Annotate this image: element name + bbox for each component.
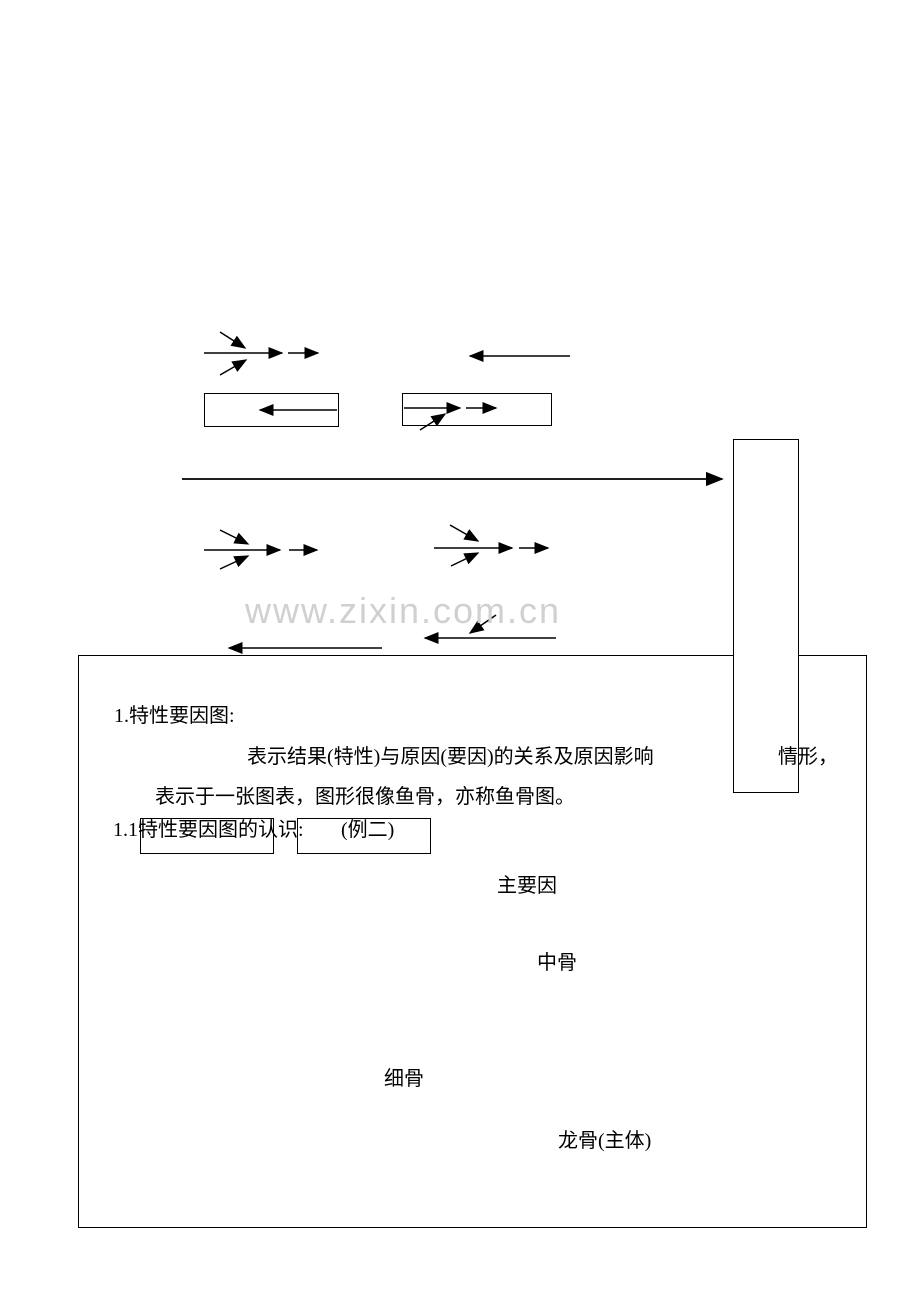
label-keel: 龙骨(主体) <box>558 1124 651 1153</box>
section1-title: 1.特性要因图: <box>114 699 235 728</box>
label-middle-bone: 中骨 <box>537 946 577 975</box>
section11-title: 1.1特性要因图的认识: <box>113 813 304 842</box>
section1-line1: 表示结果(特性)与原因(要因)的关系及原因影响 <box>247 740 654 769</box>
section11-example: (例二) <box>341 813 394 842</box>
section1-line1-suffix: 情形， <box>778 740 838 769</box>
section1-line2: 表示于一张图表，图形很像鱼骨，亦称鱼骨图。 <box>155 780 575 809</box>
watermark-text: www.zixin.com.cn <box>245 590 561 632</box>
label-main-cause: 主要因 <box>497 869 557 898</box>
label-thin-bone: 细骨 <box>384 1062 424 1091</box>
diagram-arrows <box>0 0 920 1302</box>
